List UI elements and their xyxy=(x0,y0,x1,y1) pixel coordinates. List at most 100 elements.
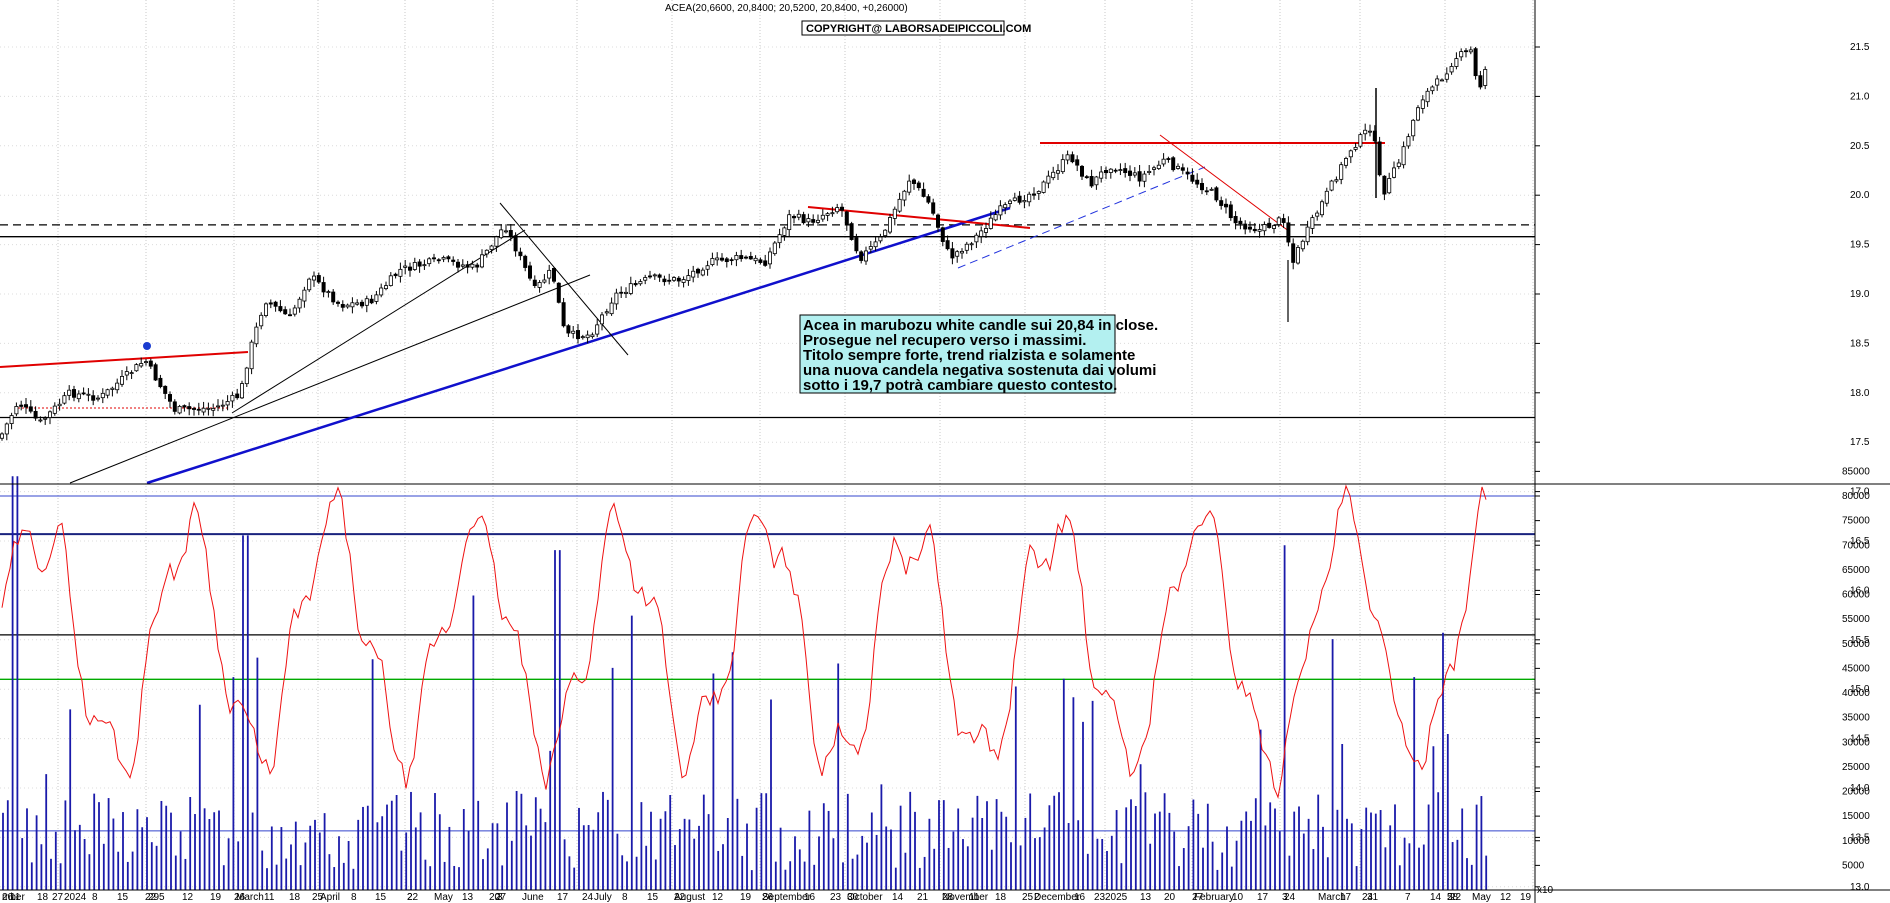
candle-body xyxy=(364,298,369,306)
candle-body xyxy=(158,377,163,388)
candle-body xyxy=(580,336,585,339)
candle-body xyxy=(91,395,96,401)
candle-body xyxy=(1358,134,1363,147)
candle-body xyxy=(676,277,681,282)
date-tick-label: June xyxy=(522,892,544,903)
candle-body xyxy=(1291,243,1296,263)
volume-tick-label: 30000 xyxy=(1842,737,1870,748)
annotation-line-3: Titolo sempre forte, trend rialzista e s… xyxy=(803,347,1135,364)
candle-body xyxy=(163,385,168,394)
candle-body xyxy=(1080,165,1085,177)
candle-body xyxy=(528,265,533,279)
candle-body xyxy=(374,294,379,302)
candle-body xyxy=(1060,159,1065,173)
date-tick-label: 25 xyxy=(1022,892,1034,903)
candle-body xyxy=(614,292,619,305)
candle-body xyxy=(859,251,864,261)
date-tick-label: 8 xyxy=(622,892,628,903)
volume-tick-label: 40000 xyxy=(1842,688,1870,699)
trend-lines xyxy=(0,134,1385,485)
candle-body xyxy=(398,268,403,277)
candle-body xyxy=(4,423,9,435)
candle-body xyxy=(191,408,196,410)
candle-body xyxy=(1008,200,1013,204)
candle-body xyxy=(1224,203,1229,208)
candle-body xyxy=(1248,226,1253,230)
candle-body xyxy=(167,394,172,402)
date-tick-label: 22 xyxy=(145,892,157,903)
candle-body xyxy=(1320,201,1325,216)
candle-body xyxy=(561,302,566,327)
candle-body xyxy=(864,250,869,262)
candle-body xyxy=(76,393,81,400)
candle-body xyxy=(619,291,624,294)
candle-body xyxy=(1123,168,1128,174)
candle-body xyxy=(110,387,115,390)
date-tick-label: 12 xyxy=(182,892,194,903)
candle-body xyxy=(729,259,734,262)
date-tick-label: 26 xyxy=(234,892,246,903)
date-tick-label: 11 xyxy=(10,892,21,903)
date-tick-label: 17 xyxy=(557,892,569,903)
candle-body xyxy=(345,304,350,308)
candle-body xyxy=(383,285,388,290)
candle-body xyxy=(1089,176,1094,187)
date-tick-label: 20 xyxy=(1164,892,1176,903)
candle-body xyxy=(792,216,797,219)
candle-body xyxy=(508,230,513,237)
candle-body xyxy=(873,241,878,248)
date-tick-label: 20 xyxy=(489,892,501,903)
candle-body xyxy=(1344,158,1349,166)
date-tick-label: 30 xyxy=(847,892,859,903)
candle-body xyxy=(892,208,897,219)
candle-body xyxy=(81,392,86,395)
candle-body xyxy=(100,392,105,399)
candle-body xyxy=(643,277,648,281)
candle-body xyxy=(350,302,355,308)
candle-body xyxy=(931,202,936,214)
candle-body xyxy=(753,257,758,262)
candle-body xyxy=(1310,217,1315,229)
candle-body xyxy=(72,389,77,398)
candle-body xyxy=(172,401,177,412)
candle-body xyxy=(43,417,48,420)
trendline-red-1 xyxy=(0,351,249,368)
candle-body xyxy=(609,302,614,315)
date-tick-label: 19 xyxy=(740,892,752,903)
candles xyxy=(0,46,1488,441)
candle-body xyxy=(143,361,148,364)
date-tick-label: 16 xyxy=(804,892,816,903)
annotation-line-5: sotto i 19,7 potrà cambiare questo conte… xyxy=(803,377,1117,394)
volume-scale-label: x10 xyxy=(1537,885,1554,896)
candle-body xyxy=(888,217,893,233)
candle-body xyxy=(513,235,518,252)
date-tick-label: 2025 xyxy=(1105,892,1128,903)
candle-body xyxy=(1368,130,1373,133)
candle-body xyxy=(652,274,657,277)
candle-body xyxy=(1464,50,1469,53)
annotation-box: Acea in marubozu white candle sui 20,84 … xyxy=(799,314,1158,394)
date-tick-label: 3 xyxy=(497,892,503,903)
trendline-blue-dashed xyxy=(957,166,1206,269)
trendline-black-1 xyxy=(69,274,591,484)
candle-body xyxy=(19,404,24,407)
date-tick-label: March xyxy=(236,892,264,903)
candle-body xyxy=(379,287,384,296)
price-tick-label: 21.5 xyxy=(1850,42,1870,53)
candle-body xyxy=(153,364,158,381)
candle-body xyxy=(907,180,912,193)
candle-body xyxy=(1104,170,1109,174)
candle-body xyxy=(590,334,595,338)
volume-tick-label: 35000 xyxy=(1842,713,1870,724)
candle-body xyxy=(921,188,926,197)
candle-body xyxy=(700,269,705,276)
candle-body xyxy=(1483,69,1488,86)
candle-body xyxy=(820,214,825,220)
candle-body xyxy=(1108,168,1113,173)
candle-body xyxy=(825,213,830,216)
candle-body xyxy=(600,314,605,325)
candle-body xyxy=(1382,175,1387,195)
candle-body xyxy=(1094,176,1099,186)
price-tick-label: 18.0 xyxy=(1850,388,1870,399)
